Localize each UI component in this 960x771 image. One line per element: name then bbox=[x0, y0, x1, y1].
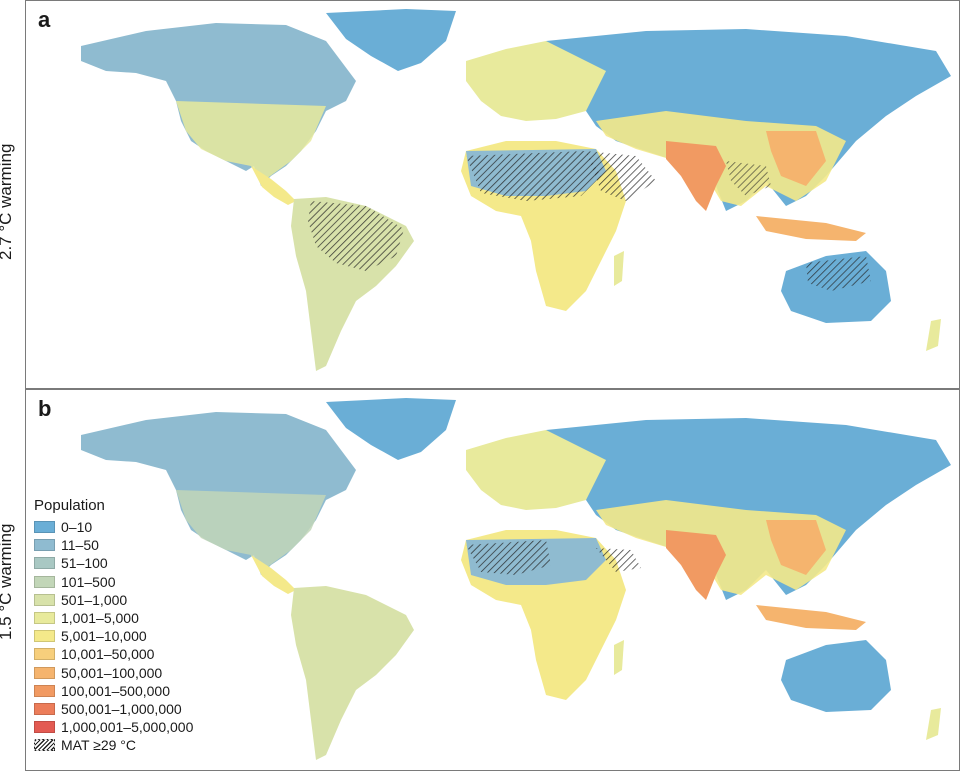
south-america-hatch bbox=[308, 201, 404, 271]
legend-label: 1,000,001–5,000,000 bbox=[61, 719, 194, 736]
central-america-shape bbox=[251, 555, 296, 594]
legend-item: 1,000,001–5,000,000 bbox=[34, 718, 193, 736]
population-legend: Population 0–10 11–50 51–100 101–500 501… bbox=[34, 497, 193, 754]
side-label-b: 1.5 °C warming bbox=[0, 523, 15, 640]
legend-swatch bbox=[34, 521, 55, 534]
legend-item-hatch: MAT ≥29 °C bbox=[34, 736, 193, 754]
north-america-south-band bbox=[176, 101, 326, 179]
australia-hatch bbox=[806, 256, 871, 291]
legend-label: 51–100 bbox=[61, 555, 108, 572]
greenland-shape bbox=[326, 398, 456, 460]
madagascar-shape bbox=[614, 251, 624, 286]
legend-label: 1,001–5,000 bbox=[61, 610, 139, 627]
legend-swatch bbox=[34, 539, 55, 552]
asia-shape bbox=[546, 29, 951, 211]
legend-label: 101–500 bbox=[61, 573, 116, 590]
hatch-swatch bbox=[34, 739, 55, 752]
legend-item: 51–100 bbox=[34, 554, 193, 572]
legend-label: 500,001–1,000,000 bbox=[61, 700, 182, 717]
new-zealand-shape bbox=[926, 319, 941, 351]
arabia-hatch bbox=[596, 548, 641, 572]
panel-letter-a: a bbox=[38, 7, 51, 32]
europe-shape bbox=[466, 41, 606, 121]
legend-item: 101–500 bbox=[34, 573, 193, 591]
legend-swatch bbox=[34, 557, 55, 570]
legend-item: 1,001–5,000 bbox=[34, 609, 193, 627]
legend-label: 10,001–50,000 bbox=[61, 646, 155, 663]
sahara-hatch bbox=[466, 540, 551, 575]
legend-item: 500,001–1,000,000 bbox=[34, 700, 193, 718]
map-panel-a: a bbox=[25, 0, 960, 389]
legend-item: 501–1,000 bbox=[34, 591, 193, 609]
legend-label: 501–1,000 bbox=[61, 591, 128, 608]
world-map-b bbox=[81, 398, 951, 760]
legend-item: 10,001–50,000 bbox=[34, 645, 193, 663]
east-china-shape bbox=[766, 131, 826, 186]
legend-swatch bbox=[34, 666, 55, 679]
indonesia-shape bbox=[756, 216, 866, 241]
central-america-shape bbox=[251, 166, 296, 205]
indonesia-shape bbox=[756, 605, 866, 630]
legend-swatch bbox=[34, 721, 55, 734]
legend-label: 50,001–100,000 bbox=[61, 664, 163, 681]
map-panel-b: b bbox=[25, 389, 960, 771]
legend-item: 0–10 bbox=[34, 518, 193, 536]
europe-shape bbox=[466, 430, 606, 510]
south-asia-hatch bbox=[726, 161, 771, 196]
arabia-hatch bbox=[586, 151, 656, 201]
south-america-shape bbox=[291, 586, 414, 760]
panel-letter-b: b bbox=[38, 396, 52, 421]
legend-label: 100,001–500,000 bbox=[61, 682, 170, 699]
india-shape bbox=[666, 141, 726, 211]
greenland-shape bbox=[326, 9, 456, 71]
legend-label: 0–10 bbox=[61, 519, 93, 536]
north-america-south-band bbox=[176, 490, 326, 568]
legend-swatch bbox=[34, 630, 55, 643]
new-zealand-shape bbox=[926, 708, 941, 740]
legend-item: 100,001–500,000 bbox=[34, 682, 193, 700]
legend-item: 50,001–100,000 bbox=[34, 664, 193, 682]
madagascar-shape bbox=[614, 640, 624, 675]
legend-label: 11–50 bbox=[61, 537, 99, 554]
hatch-label: MAT ≥29 °C bbox=[61, 737, 137, 754]
sahara-hatch bbox=[466, 151, 601, 201]
legend-label: 5,001–10,000 bbox=[61, 628, 147, 645]
legend-swatch bbox=[34, 593, 55, 606]
legend-swatch bbox=[34, 702, 55, 715]
legend-swatch bbox=[34, 575, 55, 588]
australia-shape bbox=[781, 640, 891, 712]
world-map-a bbox=[81, 9, 951, 371]
legend-swatch bbox=[34, 612, 55, 625]
india-shape bbox=[666, 530, 726, 600]
side-label-a: 2.7 °C warming bbox=[0, 143, 15, 260]
legend-items: 0–10 11–50 51–100 101–500 501–1,000 1,00… bbox=[34, 518, 193, 754]
legend-item: 5,001–10,000 bbox=[34, 627, 193, 645]
legend-title: Population bbox=[34, 497, 105, 514]
legend-swatch bbox=[34, 648, 55, 661]
legend-swatch bbox=[34, 684, 55, 697]
legend-item: 11–50 bbox=[34, 536, 193, 554]
east-china-shape bbox=[766, 520, 826, 575]
asia-shape bbox=[546, 418, 951, 600]
